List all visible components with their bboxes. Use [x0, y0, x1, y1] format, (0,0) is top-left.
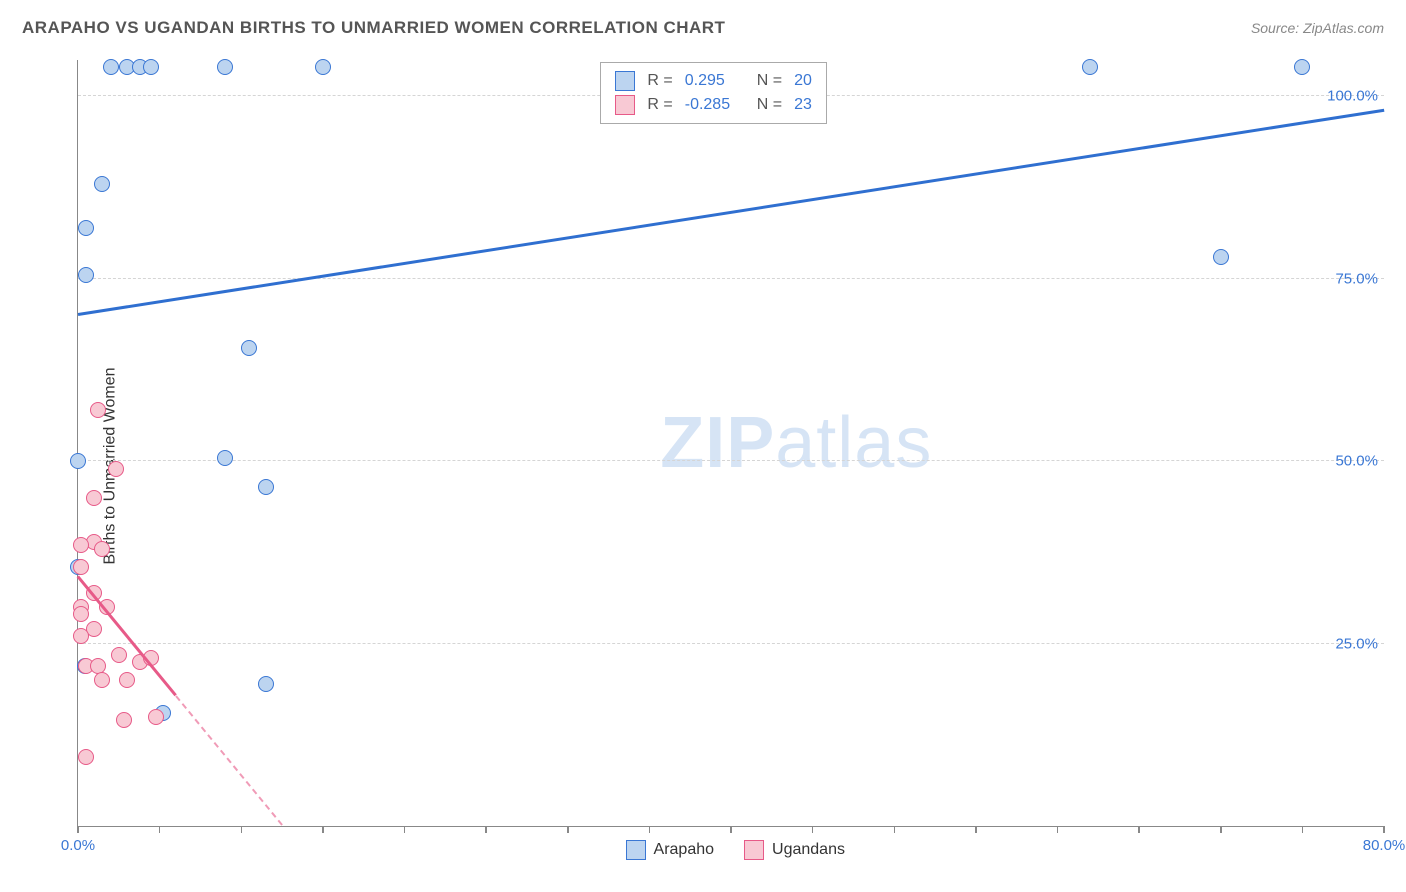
data-point — [94, 176, 110, 192]
legend-swatch — [615, 95, 635, 115]
data-point — [78, 749, 94, 765]
data-point — [119, 672, 135, 688]
data-point — [217, 59, 233, 75]
x-tick-mark — [649, 826, 651, 833]
trend-line — [175, 695, 283, 825]
x-tick-mark — [404, 826, 406, 833]
y-tick-label: 75.0% — [1335, 270, 1378, 287]
legend-bottom: Arapaho Ugandans — [626, 840, 845, 860]
x-tick-mark — [77, 826, 79, 833]
legend-item: Ugandans — [744, 840, 845, 860]
x-tick-mark — [567, 826, 569, 833]
x-tick-mark — [1138, 826, 1140, 833]
correlation-legend: R =0.295N =20R =-0.285N =23 — [600, 62, 826, 124]
chart-title: ARAPAHO VS UGANDAN BIRTHS TO UNMARRIED W… — [22, 18, 725, 38]
data-point — [86, 490, 102, 506]
data-point — [258, 479, 274, 495]
data-point — [90, 402, 106, 418]
x-tick-mark — [1383, 826, 1385, 833]
legend-label: Arapaho — [654, 841, 715, 859]
x-tick-mark — [159, 826, 161, 833]
legend-swatch — [744, 840, 764, 860]
scatter-plot: ZIPatlas 25.0%50.0%75.0%100.0%0.0%80.0%R… — [77, 60, 1384, 827]
data-point — [73, 628, 89, 644]
gridline — [78, 460, 1384, 461]
data-point — [78, 220, 94, 236]
x-tick-mark — [1302, 826, 1304, 833]
data-point — [258, 676, 274, 692]
data-point — [73, 606, 89, 622]
y-tick-label: 25.0% — [1335, 635, 1378, 652]
gridline — [78, 643, 1384, 644]
data-point — [111, 647, 127, 663]
trend-line — [78, 109, 1384, 316]
data-point — [148, 709, 164, 725]
x-tick-mark — [241, 826, 243, 833]
watermark-bold: ZIP — [660, 403, 775, 483]
x-tick-mark — [730, 826, 732, 833]
y-tick-label: 50.0% — [1335, 453, 1378, 470]
x-tick-mark — [812, 826, 814, 833]
data-point — [108, 461, 124, 477]
data-point — [116, 712, 132, 728]
data-point — [70, 453, 86, 469]
data-point — [1082, 59, 1098, 75]
legend-row: R =0.295N =20 — [615, 69, 811, 93]
data-point — [73, 537, 89, 553]
legend-swatch — [626, 840, 646, 860]
legend-swatch — [615, 71, 635, 91]
x-tick-mark — [1057, 826, 1059, 833]
data-point — [73, 559, 89, 575]
y-tick-label: 100.0% — [1327, 88, 1378, 105]
data-point — [1294, 59, 1310, 75]
x-tick-mark — [485, 826, 487, 833]
data-point — [94, 672, 110, 688]
x-tick-mark — [1220, 826, 1222, 833]
data-point — [78, 267, 94, 283]
watermark-light: atlas — [775, 403, 932, 483]
data-point — [1213, 249, 1229, 265]
data-point — [217, 450, 233, 466]
x-tick-mark — [322, 826, 324, 833]
gridline — [78, 278, 1384, 279]
x-tick-label: 0.0% — [61, 837, 95, 854]
legend-row: R =-0.285N =23 — [615, 93, 811, 117]
legend-label: Ugandans — [772, 841, 845, 859]
watermark: ZIPatlas — [660, 402, 932, 484]
x-tick-label: 80.0% — [1363, 837, 1406, 854]
x-tick-mark — [975, 826, 977, 833]
source-label: Source: ZipAtlas.com — [1251, 20, 1384, 36]
x-tick-mark — [894, 826, 896, 833]
data-point — [241, 340, 257, 356]
data-point — [103, 59, 119, 75]
data-point — [94, 541, 110, 557]
legend-item: Arapaho — [626, 840, 715, 860]
data-point — [315, 59, 331, 75]
data-point — [90, 658, 106, 674]
data-point — [143, 59, 159, 75]
